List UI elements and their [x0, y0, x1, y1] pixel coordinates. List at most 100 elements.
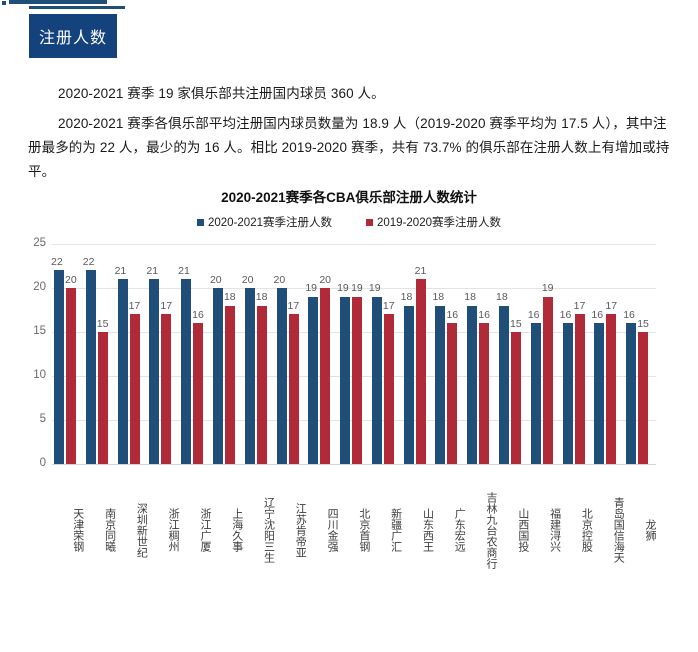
chart-plot: 0 5 10 15 20 25 天津荣钢 22 20 南京同曦 22 15 深圳新世纪 21 17 浙江稠州 2… [33, 237, 656, 652]
bar-series1 [403, 305, 414, 464]
bar-value-label-series2: 16 [192, 308, 204, 321]
bar-group: 16 17 [560, 244, 593, 464]
bar-group: 21 17 [114, 244, 148, 464]
bar-series2 [606, 314, 617, 464]
bar-value-label-series1: 20 [273, 273, 286, 286]
bar-value-label-series1: 20 [209, 273, 222, 286]
x-axis-tick-text: 浙江广厦 [198, 508, 211, 552]
bar-series2 [352, 296, 363, 464]
paragraph-1: 2020-2021 赛季 19 家俱乐部共注册国内球员 360 人。 [58, 86, 385, 101]
bar-group: 16 17 [591, 244, 624, 464]
section-badge: 注册人数 [29, 14, 117, 58]
bar-series2 [320, 288, 331, 464]
bar-value-label-series1: 16 [623, 308, 635, 321]
bar-group: 19 17 [368, 244, 402, 464]
x-axis-tick-label: 广东宏远 [433, 470, 465, 590]
legend-swatch-series2 [366, 218, 373, 226]
bar-value-label-series2: 19 [351, 282, 363, 295]
bar-series1 [594, 323, 605, 464]
y-axis-tick-label: 20 [33, 281, 46, 293]
y-axis-tick-label: 25 [33, 237, 46, 249]
x-axis-tick-label: 福建浔兴 [529, 470, 561, 590]
y-axis-tick-label: 15 [33, 325, 46, 337]
bar-group: 18 16 [464, 244, 497, 464]
bar-group: 19 20 [305, 244, 338, 464]
x-axis-tick-label: 深圳新世纪 [116, 470, 147, 590]
bar-value-label-series1: 18 [400, 291, 413, 304]
bar-value-label-series2: 16 [446, 308, 459, 321]
bar-group: 21 17 [146, 244, 179, 464]
bar-value-label-series2: 17 [287, 299, 300, 312]
bar-value-label-series2: 15 [510, 317, 522, 330]
x-axis-tick-label: 吉林九台农商行 [465, 470, 497, 590]
bar-series1 [149, 279, 160, 464]
y-axis-tick-label: 10 [33, 369, 46, 381]
bar-series1 [181, 279, 192, 464]
bar-group: 20 17 [273, 244, 307, 464]
gridline [52, 244, 656, 245]
bar-series1 [117, 279, 128, 464]
x-axis-tick-text: 山西国投 [516, 508, 529, 552]
bar-value-label-series1: 19 [337, 282, 349, 295]
x-axis-tick-label: 上海久事 [211, 470, 243, 590]
x-axis-tick-text: 山东西王 [421, 508, 434, 552]
x-axis-tick-text: 龙狮 [643, 519, 656, 541]
x-axis-tick-label: 天津荣钢 [52, 470, 84, 590]
bar-series2 [638, 332, 649, 464]
gridline [52, 464, 656, 465]
bar-value-label-series2: 20 [65, 273, 77, 286]
x-axis-tick-text: 北京控股 [580, 508, 593, 552]
body-text: 2020-2021 赛季 19 家俱乐部共注册国内球员 360 人。 2020-… [28, 82, 674, 190]
bar-series2 [447, 323, 458, 464]
bar-value-label-series1: 21 [114, 264, 127, 277]
x-axis-tick-label: 浙江广厦 [179, 470, 211, 590]
bar-series2 [383, 314, 394, 464]
x-axis-tick-text: 吉林九台农商行 [485, 491, 498, 569]
bar-group: 19 19 [337, 244, 370, 464]
bar-value-label-series1: 21 [178, 264, 190, 277]
bar-series1 [435, 305, 446, 464]
bar-series1 [340, 296, 351, 464]
bar-group: 16 19 [527, 244, 561, 464]
bar-value-label-series1: 19 [368, 282, 381, 295]
bar-group: 18 16 [432, 244, 465, 464]
legend-entry-series1: 2020-2021赛季注册人数 [197, 214, 332, 230]
x-axis-tick-label: 青岛国信海天 [592, 470, 624, 590]
legend-entry-series2: 2019-2020赛季注册人数 [366, 214, 501, 230]
bar-group: 20 18 [209, 244, 243, 464]
x-axis-tick-text: 新疆广汇 [389, 508, 402, 552]
bar-series2 [479, 323, 490, 464]
bar-series2 [574, 314, 585, 464]
top-strip-bar-secondary [29, 6, 125, 9]
chart-plot-area: 0 5 10 15 20 25 天津荣钢 22 20 南京同曦 22 15 深圳新世纪 21 17 浙江稠州 2… [33, 237, 656, 569]
x-axis-tick-label: 北京控股 [561, 470, 593, 590]
bar-series2 [129, 314, 140, 464]
bar-series2 [193, 323, 204, 464]
gridline [52, 288, 656, 289]
x-axis-tick-text: 南京同曦 [103, 508, 116, 552]
bar-group: 16 15 [623, 244, 656, 464]
chart-legend: 2020-2021赛季注册人数 2019-2020赛季注册人数 [0, 214, 698, 230]
bar-series1 [244, 288, 255, 464]
paragraph-2: 2020-2021 赛季各俱乐部平均注册国内球员数量为 18.9 人（2019-… [28, 116, 670, 179]
bar-series1 [499, 305, 510, 464]
bar-value-label-series1: 18 [464, 291, 476, 304]
bar-series1 [54, 270, 64, 464]
bar-value-label-series1: 16 [527, 308, 540, 321]
bar-value-label-series1: 22 [82, 255, 95, 268]
top-decorative-strip [0, 0, 698, 9]
bar-series1 [308, 296, 319, 464]
bar-value-label-series1: 20 [241, 273, 254, 286]
x-axis-tick-label: 浙江稠州 [147, 470, 179, 590]
registration-bar-chart: 2020-2021赛季各CBA俱乐部注册人数统计 2020-2021赛季注册人数… [0, 186, 698, 569]
bar-value-label-series1: 22 [51, 255, 63, 268]
bar-value-label-series2: 17 [573, 299, 586, 312]
x-axis-tick-text: 北京首钢 [357, 508, 370, 552]
bar-value-label-series2: 19 [541, 282, 554, 295]
x-axis-tick-text: 广东宏远 [453, 508, 466, 552]
bar-series1 [467, 305, 478, 464]
bar-value-label-series2: 15 [96, 317, 109, 330]
bar-series2 [511, 332, 522, 464]
bar-value-label-series2: 15 [637, 317, 649, 330]
bar-group: 18 21 [400, 244, 434, 464]
